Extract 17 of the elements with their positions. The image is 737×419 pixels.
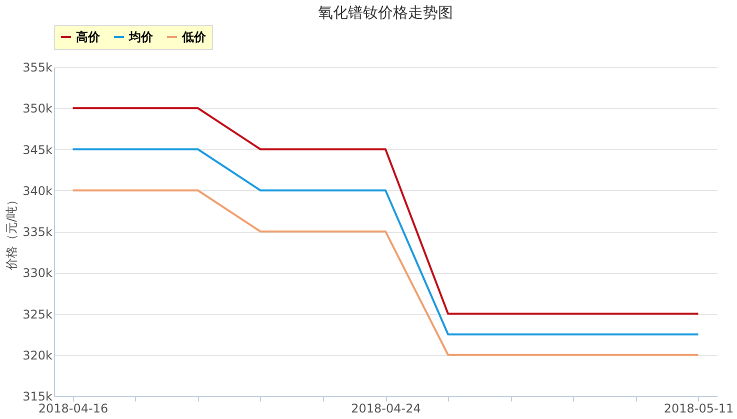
- y-tick-label: 355k: [22, 60, 53, 74]
- legend-label: 低价: [181, 30, 207, 44]
- y-tick-label: 320k: [22, 348, 53, 362]
- x-tick-label: 2018-04-16: [38, 402, 108, 416]
- y-tick-label: 325k: [22, 307, 53, 322]
- legend-label: 均价: [128, 30, 154, 44]
- x-tick-label: 2018-05-11: [664, 402, 734, 416]
- y-tick-label: 340k: [22, 184, 53, 198]
- y-tick-label: 335k: [22, 225, 53, 239]
- y-axis-title: 价格（元/吨）: [4, 194, 19, 272]
- x-tick-label: 2018-04-24: [351, 402, 421, 416]
- y-tick-label: 350k: [22, 102, 53, 116]
- legend-label: 高价: [76, 30, 101, 44]
- y-tick-label: 315k: [22, 390, 53, 404]
- y-tick-label: 345k: [22, 142, 53, 157]
- chart-title: 氧化镨钕价格走势图: [318, 4, 453, 22]
- y-tick-label: 330k: [22, 266, 53, 280]
